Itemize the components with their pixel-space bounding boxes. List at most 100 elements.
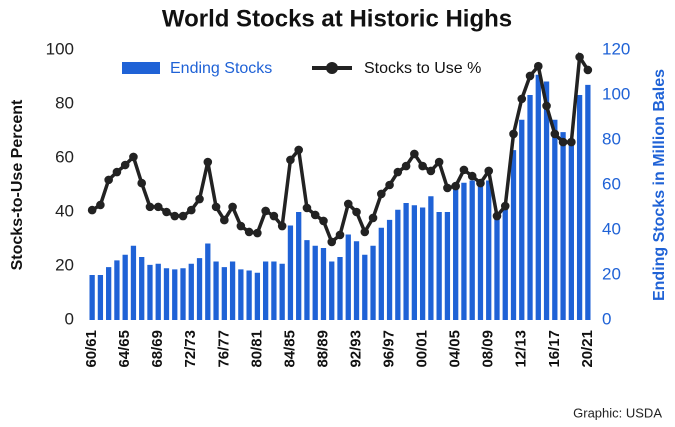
bar bbox=[527, 95, 533, 320]
bar bbox=[320, 248, 327, 320]
line-marker bbox=[426, 166, 436, 176]
line-marker bbox=[170, 211, 180, 221]
bar bbox=[296, 212, 302, 320]
line-marker bbox=[393, 167, 403, 177]
x-tick-label: 00/01 bbox=[414, 330, 431, 368]
line-marker bbox=[96, 200, 105, 210]
x-tick-label: 76/77 bbox=[215, 330, 232, 368]
bar bbox=[163, 268, 170, 320]
bar bbox=[543, 81, 550, 320]
bar bbox=[254, 272, 261, 320]
y2-tick-label: 80 bbox=[602, 129, 621, 148]
bar bbox=[469, 180, 475, 320]
line-marker bbox=[228, 202, 237, 212]
line-marker bbox=[476, 178, 485, 188]
bar bbox=[568, 144, 574, 320]
bar bbox=[130, 245, 137, 320]
x-tick-label: 16/17 bbox=[546, 330, 563, 368]
bar bbox=[188, 263, 194, 320]
source: Graphic: USDA bbox=[573, 405, 662, 420]
x-tick-label: 92/93 bbox=[347, 330, 364, 368]
line-marker bbox=[377, 189, 386, 199]
bar bbox=[395, 209, 401, 320]
y2-tick-label: 20 bbox=[602, 264, 621, 283]
line-marker bbox=[327, 237, 337, 247]
bar bbox=[89, 275, 95, 320]
line-marker bbox=[492, 211, 502, 221]
bar bbox=[229, 261, 236, 320]
bar bbox=[246, 270, 252, 320]
line-marker bbox=[343, 199, 353, 209]
legend-label: Stocks to Use % bbox=[364, 60, 481, 77]
line-marker bbox=[211, 202, 221, 212]
line-marker bbox=[459, 165, 469, 175]
line-marker bbox=[583, 65, 593, 75]
line-marker bbox=[575, 52, 584, 62]
bar bbox=[419, 207, 426, 320]
bar bbox=[403, 203, 409, 320]
bar bbox=[378, 227, 384, 320]
x-tick-label: 12/13 bbox=[513, 330, 530, 368]
legend-swatch bbox=[122, 62, 160, 74]
bar bbox=[221, 267, 227, 320]
line-marker bbox=[137, 178, 147, 188]
x-tick-label: 84/85 bbox=[281, 330, 298, 368]
bar bbox=[312, 245, 318, 320]
bar bbox=[444, 212, 451, 320]
line-marker bbox=[550, 129, 560, 139]
line-marker bbox=[385, 180, 394, 190]
line-marker bbox=[302, 203, 312, 213]
line-marker bbox=[443, 183, 452, 193]
line-marker bbox=[410, 149, 419, 159]
line-marker bbox=[368, 213, 378, 223]
bar bbox=[287, 225, 294, 320]
line-marker bbox=[87, 205, 97, 215]
y-tick-label: 100 bbox=[46, 39, 74, 58]
line-marker bbox=[467, 171, 477, 181]
bar bbox=[461, 182, 467, 320]
line-marker bbox=[451, 181, 460, 191]
line-marker bbox=[178, 211, 188, 221]
line-marker bbox=[542, 101, 551, 111]
bar bbox=[386, 219, 393, 320]
y2-tick-label: 0 bbox=[602, 309, 611, 328]
line-marker bbox=[517, 94, 527, 104]
bar bbox=[172, 269, 178, 320]
x-tick-label: 72/73 bbox=[182, 330, 199, 368]
bar bbox=[370, 245, 376, 320]
y2-tick-label: 120 bbox=[602, 39, 630, 58]
line-marker bbox=[195, 194, 204, 204]
line-marker bbox=[294, 145, 303, 155]
line-marker bbox=[244, 227, 254, 237]
line-marker bbox=[434, 157, 444, 167]
line-marker bbox=[360, 227, 370, 237]
line-marker bbox=[269, 211, 279, 221]
bar bbox=[147, 264, 153, 320]
line-marker bbox=[203, 157, 213, 167]
bar bbox=[279, 263, 285, 320]
bar bbox=[453, 182, 459, 320]
bar bbox=[477, 186, 484, 320]
x-tick-label: 08/09 bbox=[480, 330, 497, 368]
line-marker bbox=[286, 155, 295, 165]
line-marker bbox=[558, 137, 568, 147]
y-tick-label: 0 bbox=[65, 309, 74, 328]
bar bbox=[329, 261, 335, 320]
bar bbox=[411, 205, 418, 320]
line-marker bbox=[253, 228, 262, 238]
line-marker bbox=[335, 230, 345, 240]
y-tick-label: 80 bbox=[55, 93, 74, 112]
y2-tick-label: 40 bbox=[602, 219, 621, 238]
y-tick-label: 60 bbox=[55, 147, 74, 166]
bar bbox=[196, 258, 203, 320]
line-marker bbox=[567, 137, 576, 147]
bar bbox=[337, 257, 343, 320]
line-marker bbox=[112, 167, 122, 177]
x-tick-label: 80/81 bbox=[248, 330, 265, 368]
bar bbox=[353, 241, 360, 320]
y2-tick-label: 60 bbox=[602, 174, 621, 193]
bar bbox=[552, 119, 558, 320]
bar bbox=[205, 243, 211, 320]
x-tick-label: 68/69 bbox=[149, 330, 166, 368]
